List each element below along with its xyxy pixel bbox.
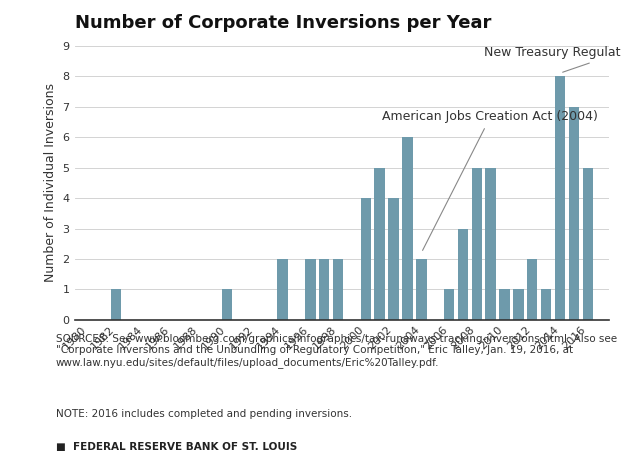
Bar bbox=[333, 259, 343, 320]
Bar bbox=[555, 76, 565, 320]
Text: New Treasury Regulations (2014 and 2016): New Treasury Regulations (2014 and 2016) bbox=[484, 47, 621, 72]
Bar bbox=[569, 106, 579, 320]
Bar bbox=[499, 289, 510, 320]
Bar bbox=[513, 289, 524, 320]
Bar bbox=[444, 289, 454, 320]
Bar bbox=[388, 198, 399, 320]
Text: American Jobs Creation Act (2004): American Jobs Creation Act (2004) bbox=[383, 111, 599, 250]
Bar bbox=[486, 168, 496, 320]
Bar bbox=[222, 289, 232, 320]
Text: ■  FEDERAL RESERVE BANK OF ST. LOUIS: ■ FEDERAL RESERVE BANK OF ST. LOUIS bbox=[56, 442, 297, 452]
Text: Number of Corporate Inversions per Year: Number of Corporate Inversions per Year bbox=[75, 14, 491, 32]
Bar bbox=[582, 168, 593, 320]
Text: NOTE: 2016 includes completed and pending inversions.: NOTE: 2016 includes completed and pendin… bbox=[56, 409, 352, 419]
Bar bbox=[305, 259, 315, 320]
Y-axis label: Number of Individual Inversions: Number of Individual Inversions bbox=[44, 83, 57, 282]
Bar bbox=[541, 289, 551, 320]
Bar bbox=[278, 259, 288, 320]
Bar bbox=[319, 259, 329, 320]
Bar bbox=[402, 137, 412, 320]
Text: SOURCES: See www.bloomberg.com/graphics/infographics/tax-runaways-tracking-inver: SOURCES: See www.bloomberg.com/graphics/… bbox=[56, 334, 617, 368]
Bar bbox=[458, 228, 468, 320]
Bar bbox=[374, 168, 385, 320]
Bar bbox=[527, 259, 538, 320]
Bar bbox=[361, 198, 371, 320]
Bar bbox=[471, 168, 482, 320]
Bar bbox=[416, 259, 427, 320]
Bar bbox=[111, 289, 121, 320]
